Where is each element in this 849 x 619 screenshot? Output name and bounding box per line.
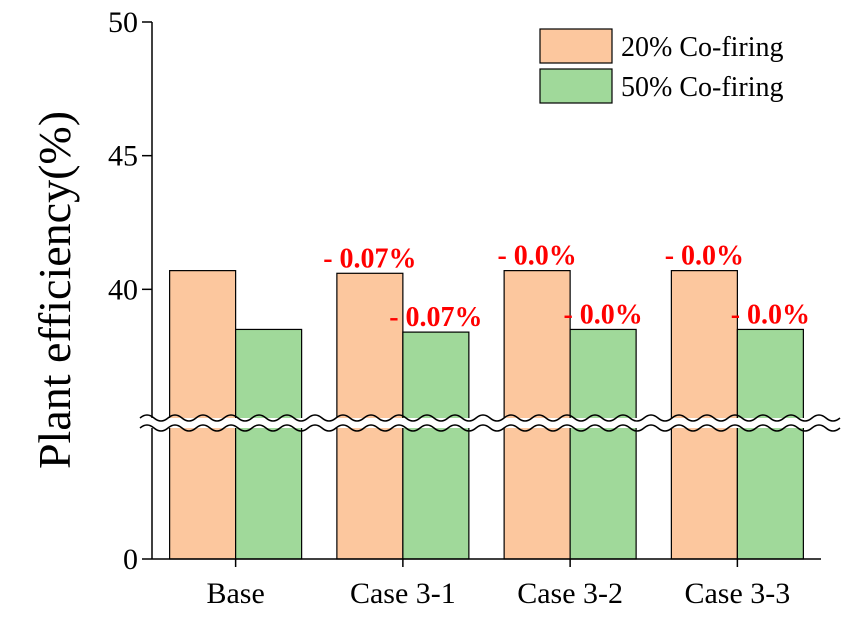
annotation-case-3-1-50-co-firing: - 0.07%: [389, 302, 482, 333]
bar-case-3-3-50-co-firing: [736, 328, 804, 560]
y-ticks-group: 0 40 45 50: [108, 6, 152, 576]
annotation-case-3-3-20-co-firing: - 0.0%: [665, 241, 744, 272]
axis-break-line-lower: [139, 424, 841, 432]
annotations-group: - 0.07% - 0.07% - 0.0% - 0.0% - 0.0% - 0.0%: [323, 241, 810, 333]
y-tick-label: 45: [108, 140, 138, 173]
bars-group: [169, 270, 804, 560]
bar-case-3-1-50-co-firing: [402, 331, 470, 560]
legend-label-20-co-firing: 20% Co-firing: [621, 32, 784, 63]
x-tick-label-base: Base: [206, 577, 264, 610]
annotation-case-3-1-20-co-firing: - 0.07%: [323, 243, 416, 274]
annotation-case-3-3-50-co-firing: - 0.0%: [731, 299, 810, 330]
bar-base-50-co-firing: [235, 328, 303, 560]
axis-break-group: [138, 414, 841, 432]
axes-group: [151, 22, 821, 560]
x-tick-label-case-3-1: Case 3-1: [350, 577, 456, 610]
x-tick-label-case-3-3: Case 3-3: [684, 577, 790, 610]
y-tick-label: 50: [108, 6, 138, 39]
bar-case-3-2-50-co-firing: [569, 328, 637, 560]
legend: 20% Co-firing 50% Co-firing: [539, 28, 784, 104]
axis-break-gap: [138, 418, 833, 428]
x-categories-group: Base Case 3-1 Case 3-2 Case 3-3: [206, 559, 790, 610]
legend-swatch-50-co-firing: [539, 68, 613, 104]
y-tick-label: 0: [123, 543, 138, 576]
legend-label-50-co-firing: 50% Co-firing: [621, 72, 784, 103]
annotation-case-3-2-20-co-firing: - 0.0%: [497, 241, 576, 272]
annotation-case-3-2-50-co-firing: - 0.0%: [563, 299, 642, 330]
x-tick-label-case-3-2: Case 3-2: [517, 577, 623, 610]
axis-break-line-upper: [139, 414, 841, 422]
y-axis-label: Plant efficiency(%): [29, 111, 80, 469]
legend-swatch-20-co-firing: [539, 28, 613, 64]
y-tick-label: 40: [108, 273, 138, 306]
